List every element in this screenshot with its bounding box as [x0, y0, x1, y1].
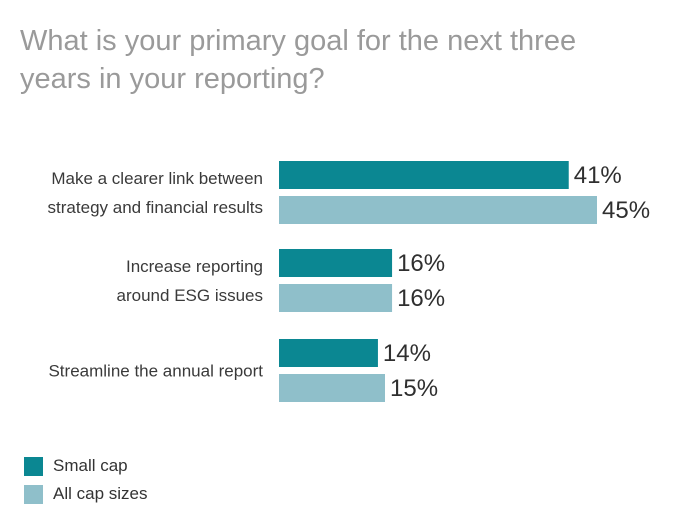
bar	[279, 249, 393, 277]
data-label: 41%	[574, 162, 622, 189]
bar	[279, 196, 597, 224]
chart-title-line-2: years in your reporting?	[20, 63, 325, 95]
data-label: 14%	[383, 340, 431, 367]
data-label: 15%	[390, 375, 438, 402]
category-label: Increase reporting	[126, 257, 263, 276]
bar-chart: Make a clearer link between strategy and …	[48, 161, 650, 402]
bar	[279, 284, 393, 312]
legend-label: Small cap	[53, 456, 128, 475]
legend-label: All cap sizes	[53, 484, 148, 503]
legend-item: Small cap	[24, 452, 147, 480]
category-label: around ESG issues	[117, 286, 263, 305]
legend-item: All cap sizes	[24, 480, 147, 508]
bar	[279, 374, 385, 402]
legend-swatch	[24, 456, 43, 476]
data-label: 45%	[602, 197, 650, 224]
category-label: Make a clearer link between	[51, 169, 263, 188]
chart-legend: Small cap All cap sizes	[24, 452, 147, 508]
chart-title-line-1: What is your primary goal for the next t…	[20, 25, 577, 57]
bar	[279, 339, 378, 367]
category-label: Streamline the annual report	[48, 362, 263, 381]
bar	[279, 161, 569, 189]
legend-swatch	[24, 484, 43, 504]
data-label: 16%	[397, 285, 445, 312]
data-label: 16%	[397, 250, 445, 277]
chart-title: What is your primary goal for the next t…	[20, 22, 640, 98]
category-label: strategy and financial results	[48, 198, 263, 217]
